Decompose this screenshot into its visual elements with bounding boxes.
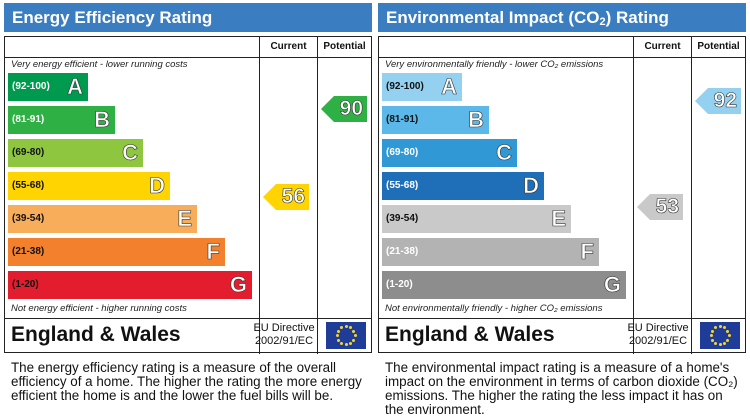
eu-flag-icon — [326, 322, 366, 349]
environment-directive: EU Directive 2002/91/EC — [627, 322, 689, 347]
eu-flag-star — [710, 329, 714, 333]
environment-band-f-range: (21-38) — [386, 246, 419, 257]
energy-potential-rating-arrow: 90 — [321, 96, 367, 122]
energy-band-g-range: (1-20) — [12, 279, 39, 290]
environment-band-c-letter: C — [496, 140, 512, 166]
energy-chart-frame: Current Potential Very energy efficient … — [4, 36, 372, 354]
energy-band-a-range: (92-100) — [12, 81, 50, 92]
energy-band-b: (81-91) B — [8, 106, 115, 134]
environment-band-f-letter: F — [580, 239, 594, 265]
environment-band-b-range: (81-91) — [386, 114, 419, 125]
energy-potential-header: Potential — [323, 41, 366, 52]
energy-band-b-range: (81-91) — [12, 114, 45, 125]
environment-band-a-letter: A — [441, 74, 457, 100]
eu-flag-star — [340, 341, 343, 345]
environment-band-e: (39-54) E — [382, 205, 571, 233]
energy-country: England & Wales — [11, 323, 181, 346]
environment-chart-frame: Current Potential Very environmentally f… — [378, 36, 746, 354]
environment-potential-rating-arrow: 92 — [695, 88, 741, 114]
eu-flag-star — [340, 326, 343, 330]
environment-band-d-range: (55-68) — [386, 180, 419, 191]
eu-flag-star — [726, 338, 730, 342]
energy-band-b-letter: B — [94, 107, 110, 133]
energy-current-value: 56 — [281, 185, 305, 209]
environment-band-g: (1-20) G — [382, 271, 626, 299]
environment-band-f: (21-38) F — [382, 238, 599, 266]
energy-band-f-letter: F — [206, 239, 220, 265]
energy-efficiency-panel: Energy Efficiency Rating Current Potenti… — [4, 0, 372, 419]
eu-flag-star — [723, 326, 726, 330]
eu-flag-star — [718, 325, 722, 328]
environment-band-a: (92-100) A — [382, 73, 462, 101]
environment-title: Environmental Impact (CO2) Rating — [378, 3, 746, 32]
energy-potential-value: 90 — [339, 97, 363, 121]
energy-band-f: (21-38) F — [8, 238, 225, 266]
energy-band-a: (92-100) A — [8, 73, 88, 101]
environment-band-e-letter: E — [551, 206, 566, 232]
energy-description: The energy efficiency rating is a measur… — [11, 360, 362, 403]
environment-current-header: Current — [644, 41, 681, 52]
energy-top-note: Very energy efficient - lower running co… — [11, 59, 188, 70]
environmental-impact-panel: Environmental Impact (CO2) Rating Curren… — [378, 0, 746, 419]
energy-current-rating-arrow: 56 — [263, 184, 309, 210]
eu-flag-star — [336, 338, 340, 342]
environment-band-g-range: (1-20) — [386, 279, 413, 290]
environment-top-note: Very environmentally friendly - lower CO… — [385, 59, 604, 70]
eu-flag-star — [710, 338, 714, 342]
energy-band-e-letter: E — [177, 206, 192, 232]
eu-flag-star — [718, 343, 722, 346]
energy-band-d-letter: D — [149, 173, 165, 199]
environment-country: England & Wales — [385, 323, 555, 346]
environment-current-rating-arrow: 53 — [637, 194, 683, 220]
environment-potential-header: Potential — [697, 41, 740, 52]
eu-flag-star — [349, 341, 352, 345]
energy-title: Energy Efficiency Rating — [4, 3, 372, 32]
environment-band-b-letter: B — [468, 107, 484, 133]
eu-flag-star — [709, 334, 713, 337]
environment-band-c-range: (69-80) — [386, 147, 419, 158]
energy-band-a-letter: A — [67, 74, 83, 100]
eu-flag-star — [344, 325, 348, 328]
energy-band-g-letter: G — [229, 272, 248, 298]
energy-directive: EU Directive 2002/91/EC — [253, 322, 315, 347]
environment-bottom-note: Not environmentally friendly - higher CO… — [385, 303, 603, 314]
eu-flag-star — [723, 341, 726, 345]
environment-band-d-letter: D — [523, 173, 539, 199]
energy-bottom-note: Not energy efficient - higher running co… — [11, 303, 187, 314]
environment-band-a-range: (92-100) — [386, 81, 424, 92]
eu-flag-star — [727, 334, 731, 337]
eu-flag-star — [335, 334, 339, 337]
environment-band-g-letter: G — [603, 272, 622, 298]
eu-flag-icon — [700, 322, 740, 349]
environment-band-e-range: (39-54) — [386, 213, 419, 224]
environment-band-c: (69-80) C — [382, 139, 517, 167]
energy-band-d-range: (55-68) — [12, 180, 45, 191]
energy-band-f-range: (21-38) — [12, 246, 45, 257]
eu-flag-star — [352, 338, 356, 342]
eu-flag-star — [714, 326, 717, 330]
environment-description: The environmental impact rating is a mea… — [385, 360, 738, 417]
eu-flag-star — [353, 334, 357, 337]
energy-band-d: (55-68) D — [8, 172, 170, 200]
eu-flag-star — [336, 329, 340, 333]
environment-band-b: (81-91) B — [382, 106, 489, 134]
energy-band-c-letter: C — [122, 140, 138, 166]
energy-band-e-range: (39-54) — [12, 213, 45, 224]
environment-current-value: 53 — [655, 195, 679, 219]
eu-flag-star — [349, 326, 352, 330]
eu-flag-star — [344, 343, 348, 346]
eu-flag-star — [714, 341, 717, 345]
environment-band-d: (55-68) D — [382, 172, 544, 200]
eu-flag-star — [726, 329, 730, 333]
energy-band-c-range: (69-80) — [12, 147, 45, 158]
energy-current-header: Current — [270, 41, 307, 52]
environment-potential-value: 92 — [713, 89, 737, 113]
energy-band-c: (69-80) C — [8, 139, 143, 167]
eu-flag-star — [352, 329, 356, 333]
energy-band-g: (1-20) G — [8, 271, 252, 299]
energy-band-e: (39-54) E — [8, 205, 197, 233]
